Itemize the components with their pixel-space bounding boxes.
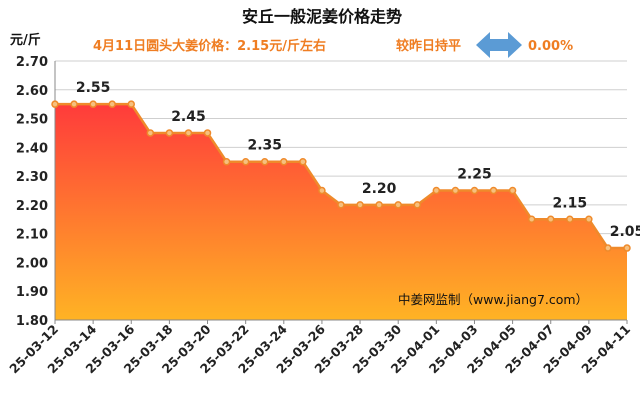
data-point [260, 157, 269, 166]
data-label: 2.45 [171, 109, 206, 125]
y-tick-label: 1.80 [16, 314, 48, 329]
y-tick-label: 1.90 [16, 285, 48, 300]
y-tick-label: 2.30 [16, 170, 48, 185]
data-point [356, 201, 364, 209]
data-point [318, 186, 326, 195]
data-label: 2.05 [610, 224, 640, 240]
data-point [337, 201, 345, 209]
data-label: 2.20 [362, 181, 397, 197]
data-point [203, 129, 212, 137]
area-fill [55, 104, 627, 320]
y-tick-label: 2.40 [16, 141, 48, 156]
data-point [127, 100, 136, 108]
data-point [70, 100, 78, 108]
change-value: 0.00% [528, 39, 573, 54]
data-point [566, 215, 574, 224]
data-label: 2.25 [457, 167, 492, 183]
data-point [184, 129, 193, 137]
data-label: 2.15 [553, 195, 588, 211]
data-point [299, 157, 307, 166]
y-axis-ticks: 2.70 2.60 2.50 2.40 2.30 2.20 2.10 2.00 1.90 1.80 [16, 55, 48, 329]
data-point [89, 100, 97, 108]
data-points [51, 100, 631, 252]
data-point [375, 201, 383, 209]
data-point [280, 157, 288, 166]
data-point [432, 186, 441, 195]
change-label: 较昨日持平 [396, 38, 461, 54]
data-point [394, 201, 402, 209]
data-point [146, 129, 155, 137]
data-point [51, 100, 59, 108]
data-point [585, 215, 593, 224]
chart-subtitle: 4月11日圆头大姜价格：2.15元/斤左右 [93, 38, 326, 54]
data-point [470, 186, 479, 195]
y-tick-label: 2.60 [16, 84, 48, 99]
chart-title: 安丘一般泥姜价格走势 [242, 7, 402, 26]
data-point [489, 186, 498, 195]
double-arrow-icon [476, 32, 522, 58]
y-tick-label: 2.10 [16, 228, 48, 243]
x-axis-ticks: 25-03-1225-03-1425-03-1625-03-1825-03-20… [6, 320, 633, 376]
y-tick-label: 2.50 [16, 113, 48, 128]
data-point [451, 186, 460, 195]
data-point [222, 157, 231, 166]
data-point [604, 244, 612, 252]
data-point [108, 100, 116, 108]
data-point [413, 201, 422, 209]
data-point [546, 215, 555, 224]
data-point [241, 157, 250, 166]
watermark: 中姜网监制（www.jiang7.com） [398, 292, 588, 307]
data-labels: 2.55 2.45 2.35 2.20 2.25 2.15 2.05 [76, 80, 640, 240]
y-axis-unit: 元/斤 [10, 32, 41, 48]
data-point [527, 215, 536, 224]
y-tick-label: 2.20 [16, 199, 48, 214]
data-label: 2.35 [247, 138, 282, 154]
y-tick-label: 2.00 [16, 256, 48, 271]
data-label: 2.55 [76, 80, 111, 96]
data-point [623, 244, 631, 252]
data-point [165, 129, 174, 137]
data-point [508, 186, 517, 195]
y-tick-label: 2.70 [16, 55, 48, 70]
